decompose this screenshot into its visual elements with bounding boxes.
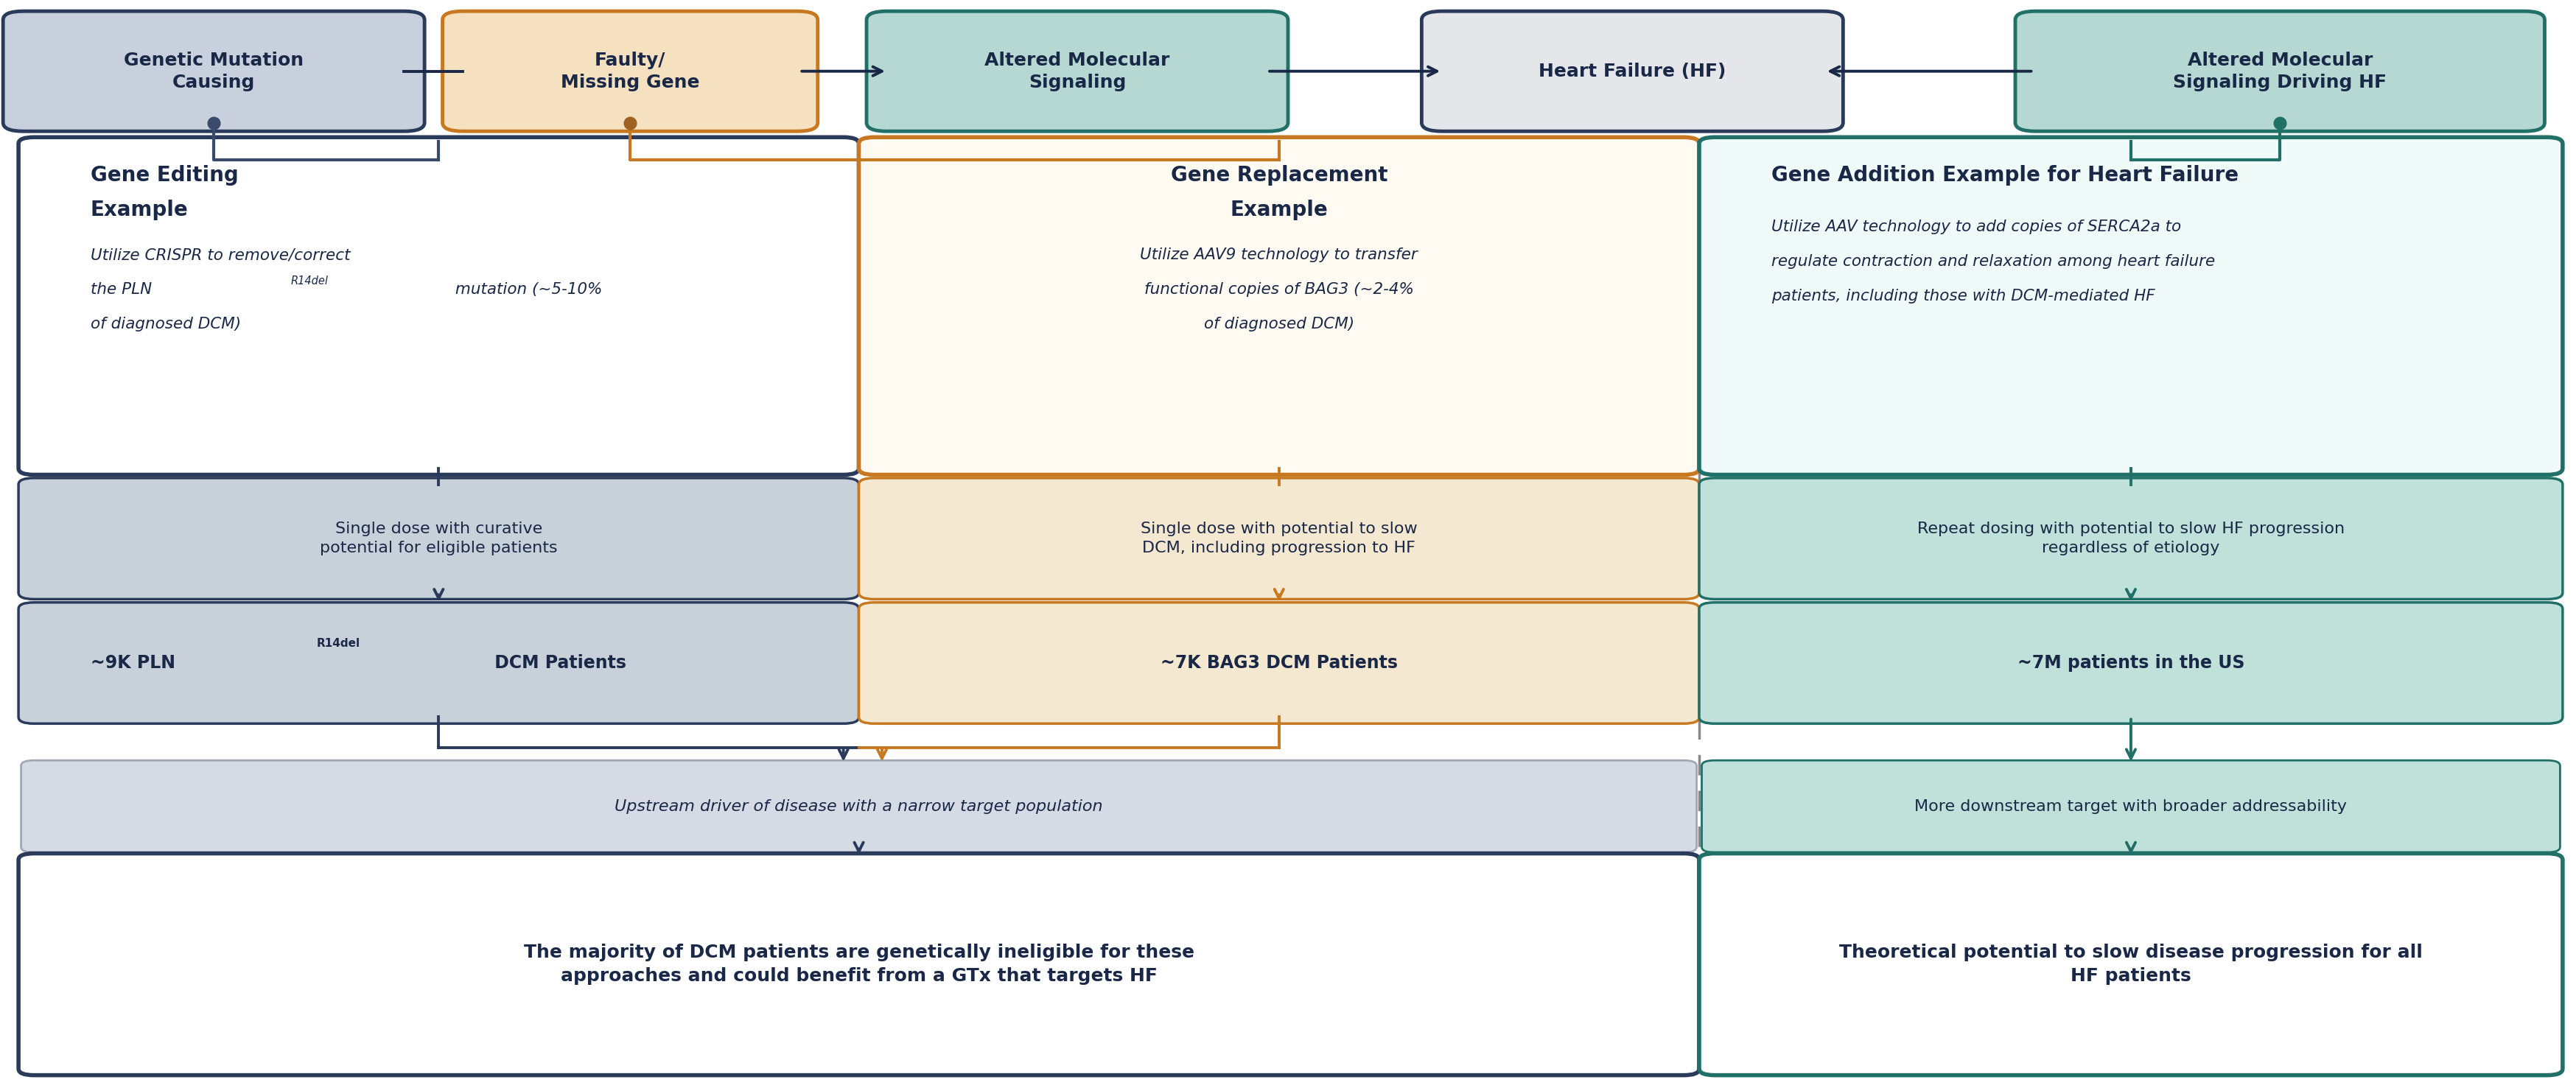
FancyBboxPatch shape bbox=[18, 603, 858, 724]
FancyBboxPatch shape bbox=[858, 478, 1700, 599]
Text: Utilize CRISPR to remove/correct: Utilize CRISPR to remove/correct bbox=[90, 248, 350, 262]
Text: patients, including those with DCM-mediated HF: patients, including those with DCM-media… bbox=[1772, 288, 2154, 304]
FancyBboxPatch shape bbox=[1422, 11, 1842, 132]
Text: functional copies of BAG3 (~2-4%: functional copies of BAG3 (~2-4% bbox=[1144, 282, 1414, 297]
Text: R14del: R14del bbox=[317, 638, 361, 650]
Text: Repeat dosing with potential to slow HF progression
regardless of etiology: Repeat dosing with potential to slow HF … bbox=[1917, 521, 2344, 556]
Text: Utilize AAV technology to add copies of SERCA2a to: Utilize AAV technology to add copies of … bbox=[1772, 220, 2182, 234]
FancyBboxPatch shape bbox=[2014, 11, 2545, 132]
Text: Heart Failure (HF): Heart Failure (HF) bbox=[1538, 62, 1726, 81]
Text: Theoretical potential to slow disease progression for all
HF patients: Theoretical potential to slow disease pr… bbox=[1839, 943, 2421, 985]
Text: Faulty/
Missing Gene: Faulty/ Missing Gene bbox=[562, 51, 701, 91]
Text: More downstream target with broader addressability: More downstream target with broader addr… bbox=[1914, 799, 2347, 814]
FancyBboxPatch shape bbox=[1700, 478, 2563, 599]
Text: Altered Molecular
Signaling: Altered Molecular Signaling bbox=[984, 51, 1170, 91]
Text: Gene Editing: Gene Editing bbox=[90, 165, 240, 186]
Text: Single dose with curative
potential for eligible patients: Single dose with curative potential for … bbox=[319, 521, 556, 556]
FancyBboxPatch shape bbox=[1700, 853, 2563, 1075]
FancyBboxPatch shape bbox=[443, 11, 817, 132]
Text: ~7K BAG3 DCM Patients: ~7K BAG3 DCM Patients bbox=[1159, 654, 1399, 672]
Text: Gene Addition Example for Heart Failure: Gene Addition Example for Heart Failure bbox=[1772, 165, 2239, 186]
Text: Upstream driver of disease with a narrow target population: Upstream driver of disease with a narrow… bbox=[616, 799, 1103, 814]
Text: of diagnosed DCM): of diagnosed DCM) bbox=[90, 317, 240, 332]
Text: The majority of DCM patients are genetically ineligible for these
approaches and: The majority of DCM patients are genetic… bbox=[523, 943, 1195, 985]
FancyBboxPatch shape bbox=[858, 603, 1700, 724]
Text: Single dose with potential to slow
DCM, including progression to HF: Single dose with potential to slow DCM, … bbox=[1141, 521, 1417, 556]
Text: Example: Example bbox=[90, 200, 188, 221]
Text: R14del: R14del bbox=[291, 275, 330, 287]
FancyBboxPatch shape bbox=[21, 761, 1698, 852]
Text: ~9K PLN: ~9K PLN bbox=[90, 654, 175, 672]
Text: Gene Replacement: Gene Replacement bbox=[1170, 165, 1388, 186]
Text: Utilize AAV9 technology to transfer: Utilize AAV9 technology to transfer bbox=[1141, 248, 1417, 262]
FancyBboxPatch shape bbox=[866, 11, 1288, 132]
Text: of diagnosed DCM): of diagnosed DCM) bbox=[1203, 317, 1355, 332]
Text: ~7M patients in the US: ~7M patients in the US bbox=[2017, 654, 2244, 672]
Text: Altered Molecular
Signaling Driving HF: Altered Molecular Signaling Driving HF bbox=[2174, 51, 2388, 91]
Text: regulate contraction and relaxation among heart failure: regulate contraction and relaxation amon… bbox=[1772, 255, 2215, 269]
Text: the PLN: the PLN bbox=[90, 282, 152, 297]
FancyBboxPatch shape bbox=[1703, 761, 2561, 852]
FancyBboxPatch shape bbox=[1700, 603, 2563, 724]
Text: mutation (~5-10%: mutation (~5-10% bbox=[451, 282, 603, 297]
FancyBboxPatch shape bbox=[1700, 137, 2563, 474]
FancyBboxPatch shape bbox=[858, 137, 1700, 474]
Text: Genetic Mutation
Causing: Genetic Mutation Causing bbox=[124, 51, 304, 91]
FancyBboxPatch shape bbox=[18, 137, 858, 474]
FancyBboxPatch shape bbox=[18, 478, 858, 599]
Text: Example: Example bbox=[1231, 200, 1327, 221]
FancyBboxPatch shape bbox=[18, 853, 1700, 1075]
FancyBboxPatch shape bbox=[3, 11, 425, 132]
Text: DCM Patients: DCM Patients bbox=[489, 654, 626, 672]
